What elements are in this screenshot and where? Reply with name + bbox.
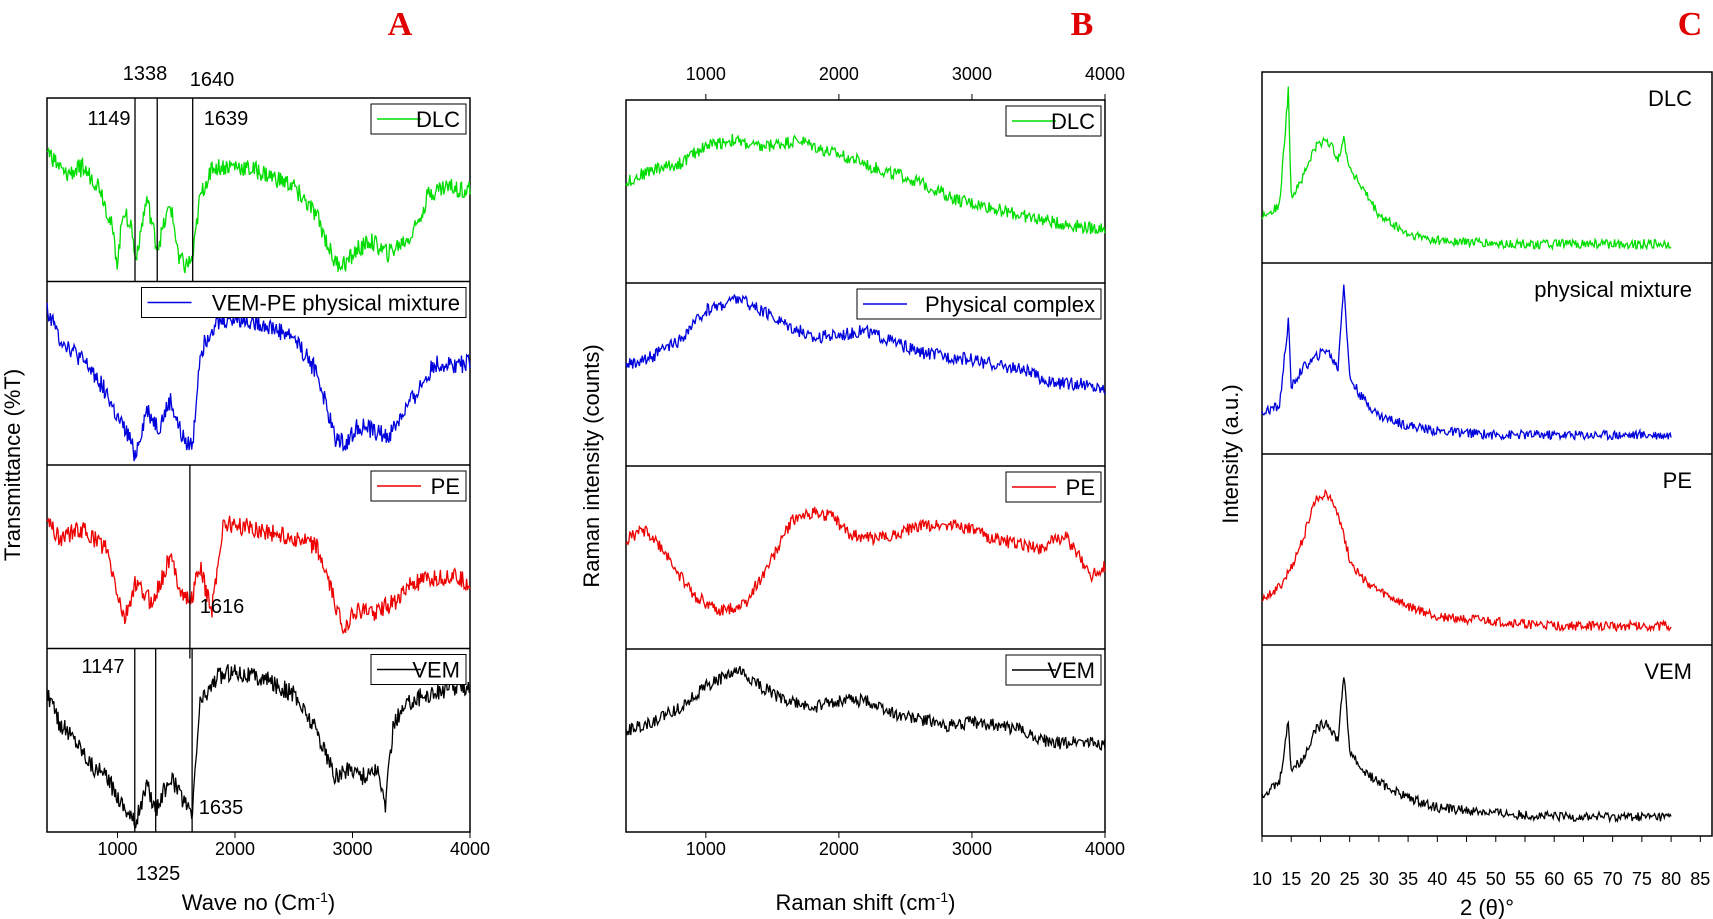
series-line-pe (625, 506, 1106, 616)
x-tick-label: 30 (1369, 869, 1389, 889)
x-tick-label: 2000 (819, 839, 859, 859)
panel-label-A: A (388, 6, 413, 43)
legend-label: PE (431, 474, 460, 499)
x-tick-label-top: 4000 (1085, 64, 1125, 84)
legend-box (141, 287, 467, 318)
series-label: DLC (1648, 86, 1692, 111)
x-tick-label: 15 (1281, 869, 1301, 889)
series-line-pe (46, 515, 471, 635)
panel-label-C: C (1678, 6, 1703, 43)
annotation-1639: 1639 (204, 108, 249, 130)
x-tick-label: 4000 (1085, 839, 1125, 859)
x-tick-label: 80 (1661, 869, 1681, 889)
x-tick-label: 3000 (952, 839, 992, 859)
x-tick-label: 35 (1398, 869, 1418, 889)
x-tick-label: 50 (1486, 869, 1506, 889)
x-tick-label-top: 2000 (819, 64, 859, 84)
x-axis-title: Raman shift (cm-1) (776, 889, 956, 915)
legend-box (856, 288, 1102, 320)
x-axis-title-text: Raman shift (cm (776, 890, 936, 915)
x-axis-title-close: ) (948, 890, 955, 915)
series-line-dlc (625, 133, 1106, 235)
series-line-physical-mixture (1261, 284, 1672, 442)
x-tick-label: 65 (1573, 869, 1593, 889)
x-axis-title-sup: -1 (936, 889, 949, 905)
series-line-vem (1261, 677, 1672, 824)
x-tick-label: 4000 (450, 839, 490, 859)
x-tick-label: 85 (1690, 869, 1710, 889)
annotation-1149: 1149 (87, 108, 130, 130)
annotation-1147: 1147 (81, 656, 124, 678)
x-tick-label: 1000 (686, 839, 726, 859)
series-line-physical-complex (625, 293, 1106, 395)
x-tick-label: 75 (1632, 869, 1652, 889)
series-line-vem (625, 665, 1106, 751)
legend-label: VEM (1047, 658, 1095, 683)
x-tick-label: 40 (1427, 869, 1447, 889)
annotation-1325: 1325 (136, 863, 181, 885)
x-axis-title-text: Wave no (Cm (182, 890, 316, 915)
legend-label: DLC (416, 107, 460, 132)
series-line-vem-pe-physical-mixture (46, 302, 471, 462)
legend-label: Physical complex (925, 292, 1095, 317)
x-tick-label: 3000 (332, 839, 372, 859)
x-tick-label: 45 (1457, 869, 1477, 889)
x-tick-label: 25 (1340, 869, 1360, 889)
series-line-pe (1261, 488, 1672, 633)
panel-A-annotations (134, 98, 194, 832)
y-axis-title: Intensity (a.u.) (1218, 384, 1243, 523)
panel-A: Wave no (Cm-1) (46, 97, 471, 915)
legend-label: DLC (1051, 109, 1095, 134)
annotation-1338: 1338 (123, 63, 168, 85)
x-tick-label: 60 (1544, 869, 1564, 889)
x-tick-label: 70 (1603, 869, 1623, 889)
panel-B: Raman shift (cm-1) (625, 94, 1106, 915)
series-line-dlc (46, 146, 471, 274)
x-axis-title-sup: -1 (315, 889, 328, 905)
x-tick-label: 1000 (97, 839, 137, 859)
x-axis-title: 2 (θ)° (1460, 895, 1514, 919)
x-axis-title-text: 2 (θ)° (1460, 895, 1514, 919)
panel-C: 2 (θ)° (1261, 71, 1713, 919)
x-axis-title-close: ) (328, 890, 335, 915)
y-axis-title: Transmittance (%T) (0, 369, 25, 561)
y-axis-title: Raman intensity (counts) (579, 344, 604, 587)
x-tick-label: 2000 (215, 839, 255, 859)
series-line-vem (46, 664, 471, 830)
legend-label: VEM-PE physical mixture (212, 291, 460, 316)
series-label: VEM (1644, 659, 1692, 684)
panel-label-B: B (1071, 6, 1094, 43)
x-tick-label-top: 1000 (686, 64, 726, 84)
annotation-1635: 1635 (199, 797, 244, 819)
x-tick-label-top: 3000 (952, 64, 992, 84)
series-label: physical mixture (1534, 277, 1692, 302)
legend-label: VEM (412, 658, 460, 683)
x-tick-label: 20 (1310, 869, 1330, 889)
legend-label: PE (1066, 475, 1095, 500)
x-tick-label: 55 (1515, 869, 1535, 889)
annotation-1640: 1640 (190, 69, 235, 91)
annotation-1616: 1616 (200, 596, 245, 618)
x-axis-title: Wave no (Cm-1) (182, 889, 335, 915)
series-line-dlc (1261, 86, 1672, 252)
series-label: PE (1663, 468, 1692, 493)
x-tick-label: 10 (1252, 869, 1272, 889)
